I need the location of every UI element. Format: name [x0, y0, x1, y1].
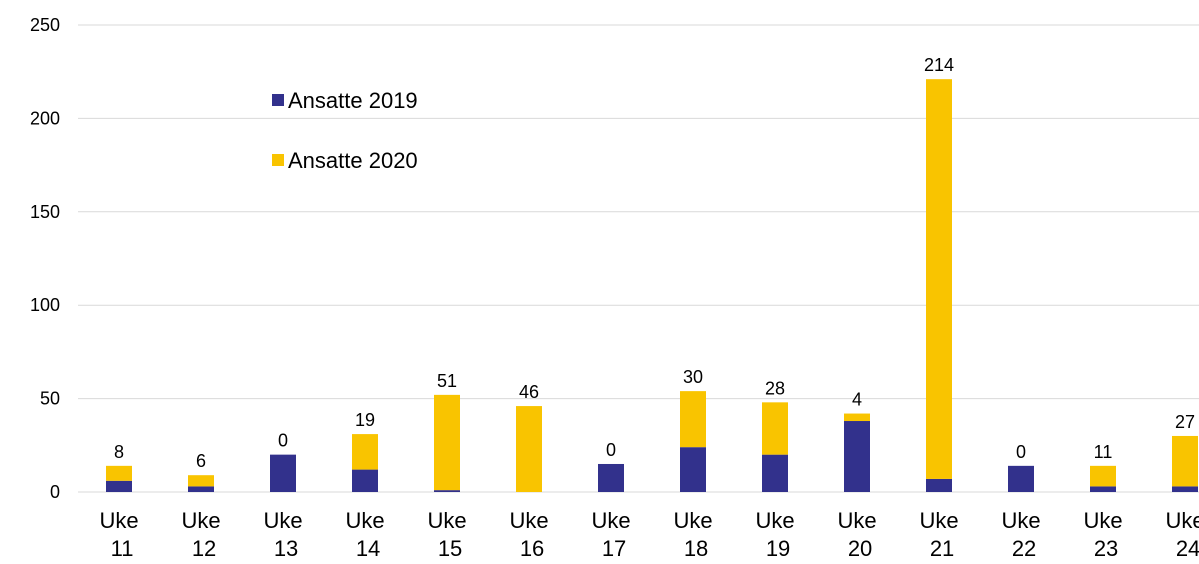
data-label: 28 — [765, 378, 785, 398]
y-tick-label: 200 — [30, 108, 60, 128]
x-tick-label: Uke 19 — [755, 508, 794, 561]
bar-segment — [106, 480, 132, 492]
x-tick-label: Uke 11 — [99, 508, 138, 561]
bar-segment — [844, 413, 870, 422]
data-label: 0 — [606, 440, 616, 460]
x-tick-label: Uke 13 — [263, 508, 302, 561]
legend-swatch — [272, 94, 284, 106]
x-tick-label: Uke 23 — [1083, 508, 1122, 561]
data-label: 46 — [519, 382, 539, 402]
data-label: 214 — [924, 55, 954, 75]
x-tick-label: Uke 18 — [673, 508, 712, 561]
bar-segment — [270, 454, 296, 492]
data-label: 30 — [683, 367, 703, 387]
data-label: 27 — [1175, 412, 1195, 432]
x-tick-label: Uke 17 — [591, 508, 630, 561]
x-tick-label: Uke 16 — [509, 508, 548, 561]
bar-segment — [1090, 465, 1116, 487]
x-tick-label: Uke 21 — [919, 508, 958, 561]
data-label: 19 — [355, 410, 375, 430]
x-tick-label: Uke 20 — [837, 508, 876, 561]
data-label: 51 — [437, 371, 457, 391]
data-label: 0 — [278, 431, 288, 451]
x-tick-label: Uke 22 — [1001, 508, 1040, 561]
bar-segment — [762, 402, 788, 455]
legend-swatch — [272, 154, 284, 166]
data-label: 11 — [1094, 442, 1113, 462]
y-tick-label: 100 — [30, 295, 60, 315]
bar-segment — [1008, 465, 1034, 492]
bar-segment — [352, 434, 378, 470]
data-label: 4 — [852, 390, 862, 410]
bar-segment — [680, 447, 706, 492]
x-tick-label: Uke 24 — [1165, 508, 1199, 561]
bar-segment — [1172, 435, 1198, 487]
y-tick-label: 150 — [30, 202, 60, 222]
bar-segment — [106, 465, 132, 481]
data-label: 8 — [114, 442, 124, 462]
y-tick-label: 50 — [40, 389, 60, 409]
bar-segment — [926, 478, 952, 492]
x-tick-label: Uke 12 — [181, 508, 220, 561]
data-label: 6 — [196, 451, 206, 471]
bar-segment — [844, 421, 870, 492]
x-tick-label: Uke 14 — [345, 508, 384, 561]
data-label: 0 — [1016, 442, 1026, 462]
bar-segment — [434, 490, 460, 492]
bar-segment — [1172, 486, 1198, 492]
y-tick-label: 250 — [30, 15, 60, 35]
legend-label: Ansatte 2019 — [288, 88, 418, 113]
bar-segment — [434, 394, 460, 491]
bar-segment — [598, 463, 624, 492]
bar-segment — [188, 475, 214, 487]
bar-segment — [516, 406, 542, 492]
bar-segment — [926, 79, 952, 479]
bar-segment — [680, 391, 706, 448]
y-tick-label: 0 — [50, 482, 60, 502]
legend-label: Ansatte 2020 — [288, 148, 418, 173]
bar-segment — [1090, 486, 1116, 492]
x-tick-label: Uke 15 — [427, 508, 466, 561]
bar-segment — [762, 454, 788, 492]
bar-segment — [352, 469, 378, 492]
bar-segment — [188, 486, 214, 492]
